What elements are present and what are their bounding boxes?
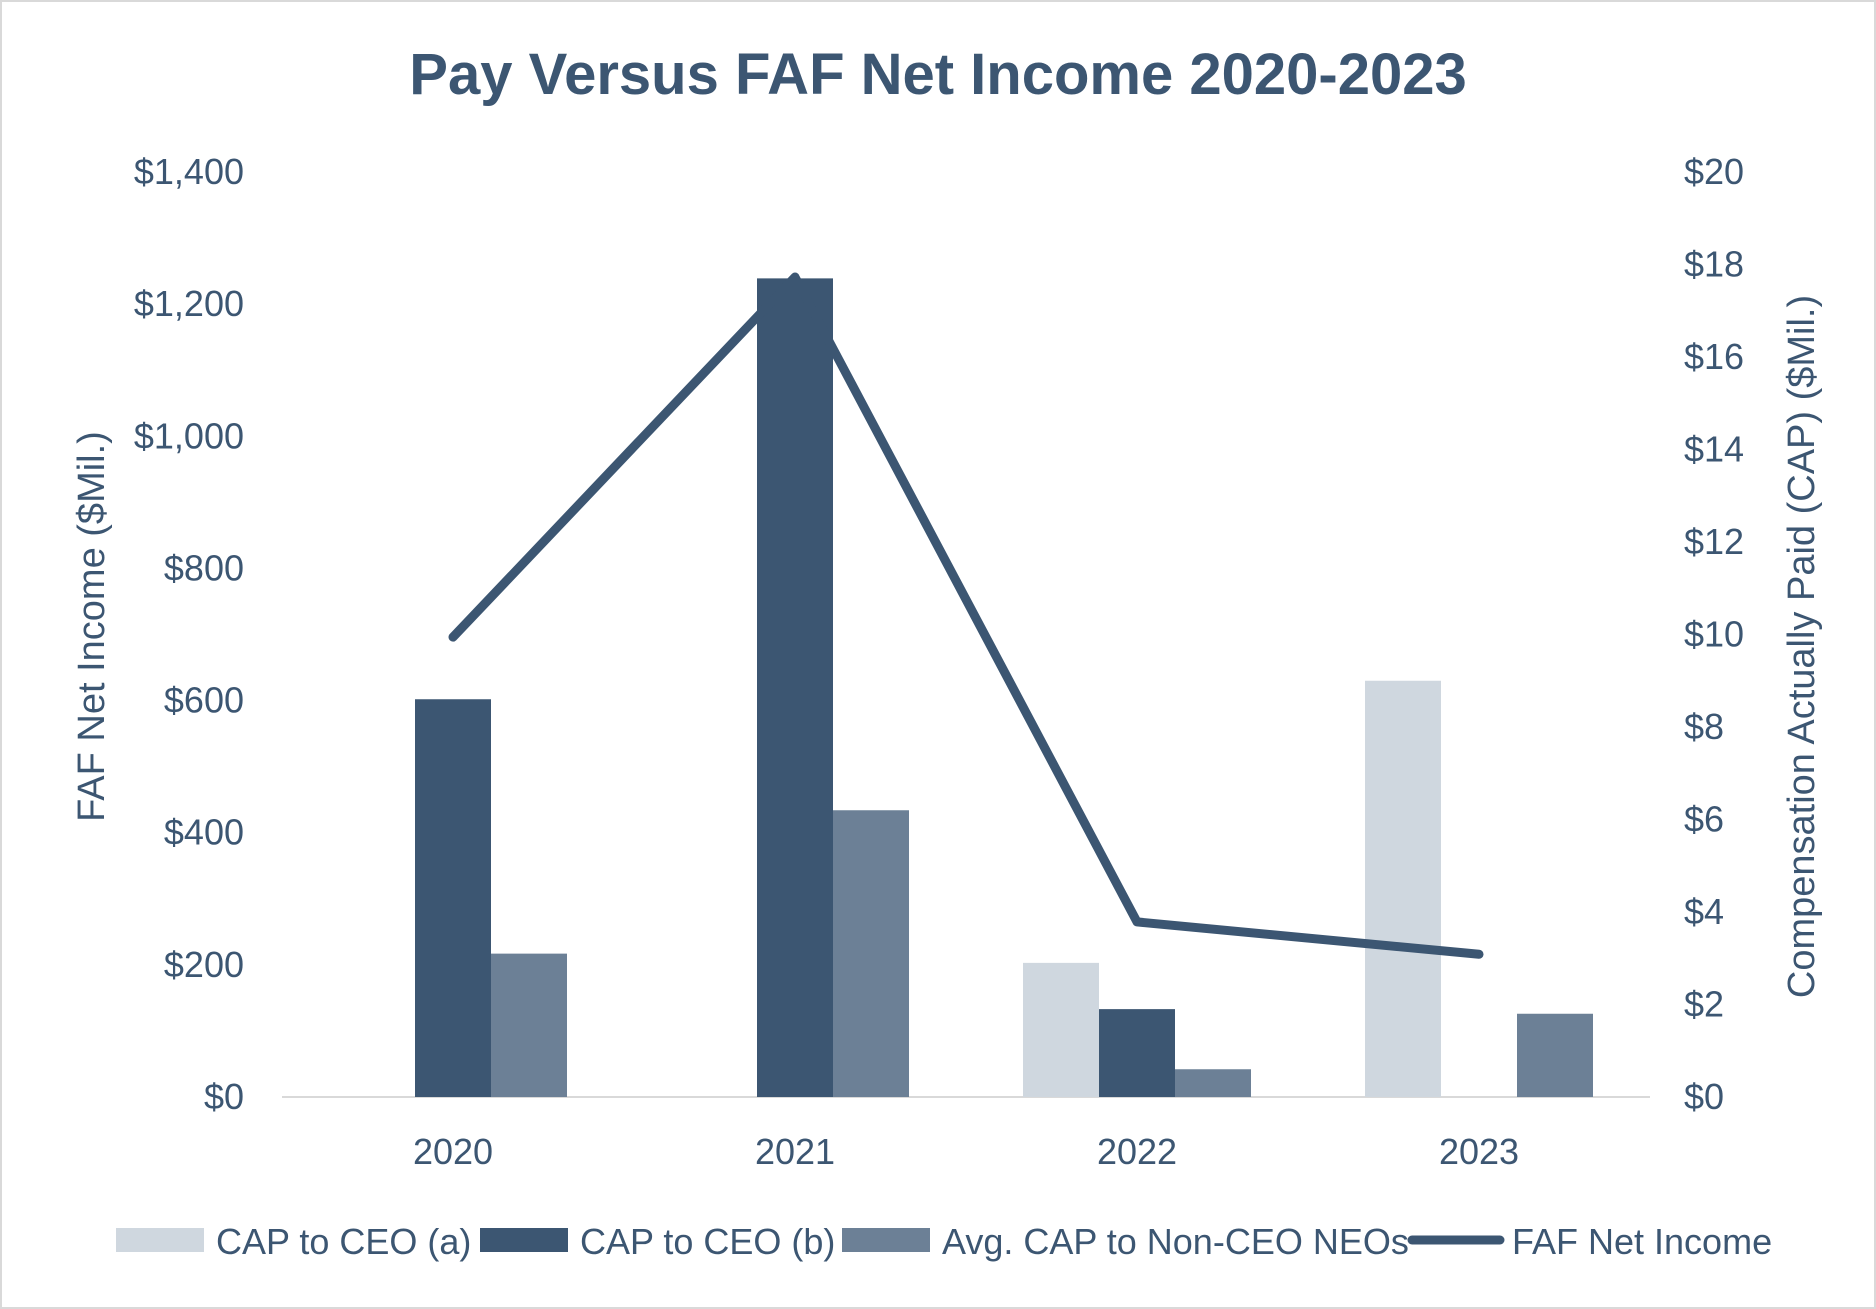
y-tick-label: $200 — [164, 944, 244, 985]
legend-label: FAF Net Income — [1512, 1221, 1772, 1262]
y2-tick-label: $0 — [1684, 1076, 1724, 1117]
bar-avg_cap_neo-2023 — [1517, 1013, 1593, 1097]
bar-cap_ceo_b-2020 — [415, 699, 491, 1097]
y2-tick-label: $8 — [1684, 706, 1724, 747]
y-tick-label: $600 — [164, 680, 244, 721]
y2-tick-label: $20 — [1684, 151, 1744, 192]
x-tick-label: 2021 — [755, 1131, 835, 1172]
legend-label: CAP to CEO (a) — [216, 1221, 471, 1262]
y2-tick-label: $16 — [1684, 336, 1744, 377]
legend-swatch — [116, 1228, 204, 1252]
y-tick-label: $800 — [164, 547, 244, 588]
line-layer — [448, 272, 1484, 959]
legend: CAP to CEO (a) CAP to CEO (b) Avg. CAP to … — [116, 1221, 1772, 1262]
x-tick-label: 2022 — [1097, 1131, 1177, 1172]
y-tick-label: $1,400 — [134, 151, 244, 192]
y2-tick-label: $18 — [1684, 244, 1744, 285]
chart-title: Pay Versus FAF Net Income 2020-2023 — [409, 42, 1466, 107]
legend-item: CAP to CEO (a) — [116, 1221, 471, 1262]
legend-label: CAP to CEO (b) — [580, 1221, 835, 1262]
bar-avg_cap_neo-2022 — [1175, 1069, 1251, 1097]
legend-swatch — [842, 1228, 930, 1252]
legend-label: Avg. CAP to Non-CEO NEOs — [942, 1221, 1409, 1262]
legend-swatch — [480, 1228, 568, 1252]
bar-cap_ceo_a-2023 — [1365, 680, 1441, 1097]
bar-cap_ceo_b-2022 — [1099, 1009, 1175, 1097]
bar-avg_cap_neo-2021 — [833, 810, 909, 1097]
x-tick-label: 2023 — [1439, 1131, 1519, 1172]
y-axis-title: FAF Net Income ($Mil.) — [71, 431, 113, 822]
y2-tick-label: $2 — [1684, 984, 1724, 1025]
bar-cap_ceo_b-2021 — [757, 278, 833, 1097]
legend-item: Avg. CAP to Non-CEO NEOs — [842, 1221, 1409, 1262]
bar-layer — [415, 278, 1593, 1097]
tick-label-layer: $0 $200 $400 $600 $800 $1,000 $1,200 $1,400 $0 $2… — [71, 151, 1823, 1172]
y-tick-label: $0 — [204, 1076, 244, 1117]
y2-tick-label: $14 — [1684, 429, 1744, 470]
y2-axis-title: Compensation Actually Paid (CAP) ($Mil.) — [1781, 295, 1823, 998]
y-tick-label: $1,200 — [134, 283, 244, 324]
bar-avg_cap_neo-2020 — [491, 953, 567, 1097]
y-tick-label: $1,000 — [134, 415, 244, 456]
y2-tick-label: $10 — [1684, 614, 1744, 655]
line-net-income — [448, 272, 1484, 959]
y2-tick-label: $12 — [1684, 521, 1744, 562]
legend-item: CAP to CEO (b) — [480, 1221, 835, 1262]
y-tick-label: $400 — [164, 812, 244, 853]
y2-tick-label: $6 — [1684, 799, 1724, 840]
legend-item: FAF Net Income — [1407, 1221, 1772, 1262]
bar-cap_ceo_a-2022 — [1023, 962, 1099, 1097]
x-tick-label: 2020 — [413, 1131, 493, 1172]
y2-tick-label: $4 — [1684, 891, 1724, 932]
